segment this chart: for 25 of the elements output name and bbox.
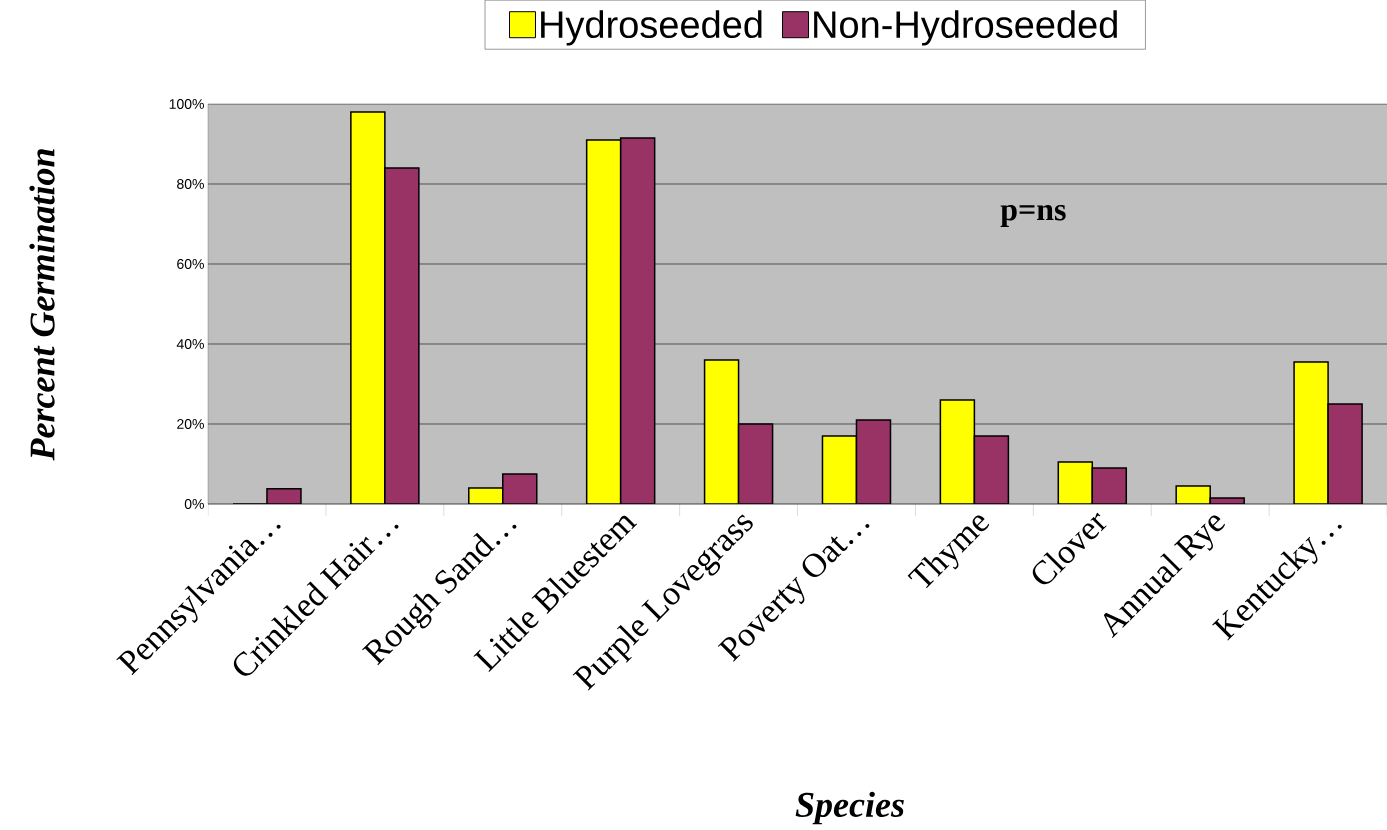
y-tick-label: 80% — [177, 179, 204, 189]
bar — [1057, 461, 1094, 504]
y-tick-label: 20% — [177, 419, 204, 429]
bar — [619, 137, 656, 504]
y-tick-label: 60% — [177, 259, 204, 269]
bar — [973, 435, 1010, 504]
bar — [737, 423, 774, 504]
bar — [1327, 403, 1363, 504]
y-tick-label: 0% — [184, 499, 204, 509]
bar — [585, 139, 622, 504]
bar — [1293, 361, 1329, 504]
bar — [350, 111, 386, 504]
y-tick-label: 40% — [176, 339, 204, 349]
bar — [821, 435, 858, 504]
bar — [939, 399, 976, 504]
bar — [855, 419, 892, 504]
x-axis-title: Species — [795, 791, 904, 825]
y-tick-label: 100% — [169, 99, 204, 109]
legend-label: Non-Hydroseeded — [814, 10, 1117, 46]
bar — [1091, 467, 1128, 504]
legend-label: Hydroseeded — [541, 10, 762, 46]
bar — [384, 167, 420, 504]
bar — [703, 359, 740, 504]
y-axis-title: Percent Germination — [29, 149, 55, 461]
annotation: p=ns — [1000, 205, 1066, 227]
